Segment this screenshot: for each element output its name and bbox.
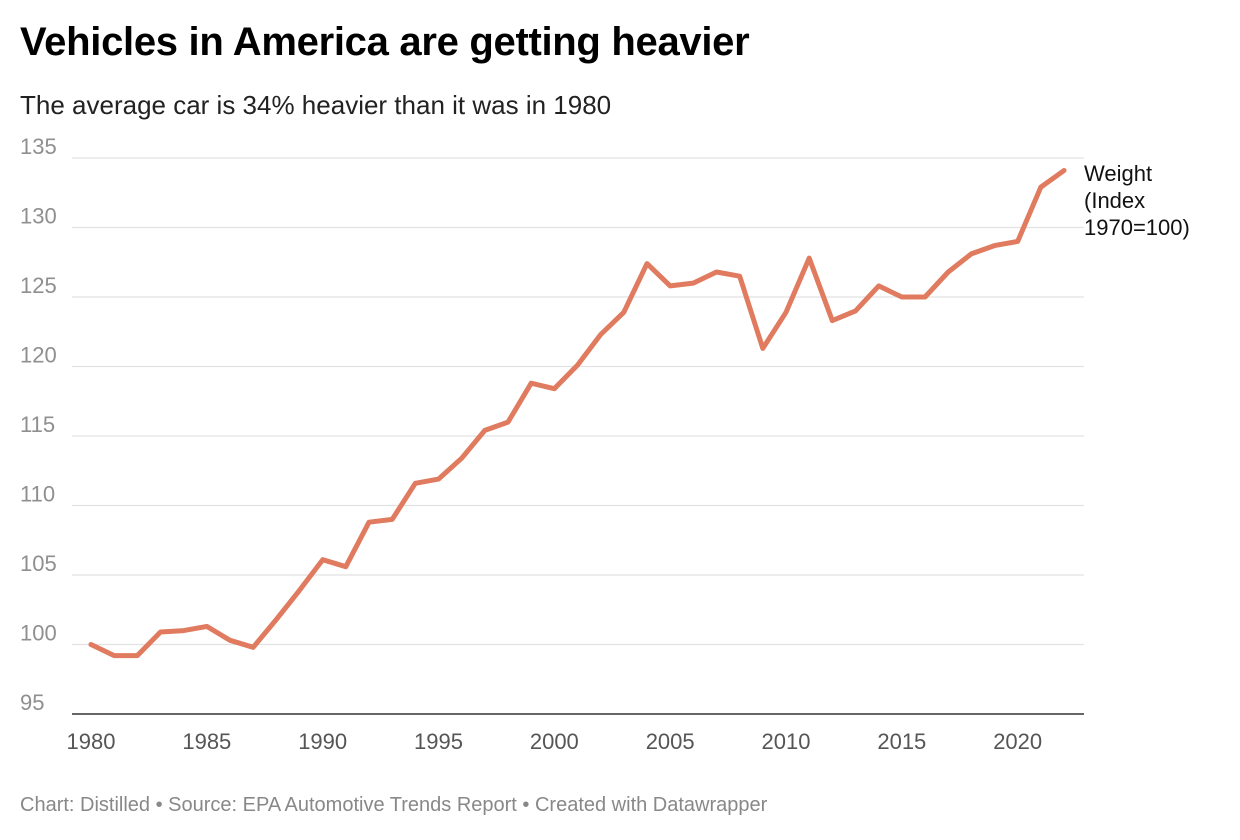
x-tick-label: 2020 bbox=[993, 729, 1042, 754]
x-axis-ticks: 1980 1985 1990 1995 2000 2005 2010 2015 2020 bbox=[67, 729, 1043, 754]
x-tick-label: 2000 bbox=[530, 729, 579, 754]
gridlines bbox=[72, 157, 1084, 715]
y-axis-ticks: 95 100 105 110 115 120 125 130 135 bbox=[20, 134, 57, 715]
series-label-line: Weight bbox=[1084, 161, 1152, 186]
y-tick-label: 100 bbox=[20, 621, 57, 646]
y-tick-label: 105 bbox=[20, 551, 57, 576]
x-tick-label: 2005 bbox=[646, 729, 695, 754]
x-tick-label: 1990 bbox=[298, 729, 347, 754]
y-tick-label: 110 bbox=[20, 482, 55, 507]
y-tick-label: 125 bbox=[20, 273, 57, 298]
chart-title: Vehicles in America are getting heavier bbox=[20, 20, 750, 64]
chart-footer: Chart: Distilled • Source: EPA Automotiv… bbox=[20, 794, 768, 816]
series-label-line: (Index bbox=[1084, 188, 1145, 213]
y-tick-label: 130 bbox=[20, 204, 57, 229]
series-label-line: 1970=100) bbox=[1084, 215, 1190, 240]
y-tick-label: 115 bbox=[20, 412, 55, 437]
x-tick-label: 1980 bbox=[67, 729, 116, 754]
x-tick-label: 1985 bbox=[182, 729, 231, 754]
series-line-weight-index bbox=[88, 168, 1067, 659]
x-tick-label: 2015 bbox=[877, 729, 926, 754]
y-tick-label: 120 bbox=[20, 343, 57, 368]
chart-subtitle: The average car is 34% heavier than it w… bbox=[20, 90, 612, 120]
y-tick-label: 95 bbox=[20, 690, 44, 715]
series-layer: Weight (Index 1970=100) bbox=[88, 161, 1190, 659]
series-label: Weight (Index 1970=100) bbox=[1084, 161, 1190, 240]
x-tick-label: 2010 bbox=[762, 729, 811, 754]
x-tick-label: 1995 bbox=[414, 729, 463, 754]
y-tick-label: 135 bbox=[20, 134, 57, 159]
